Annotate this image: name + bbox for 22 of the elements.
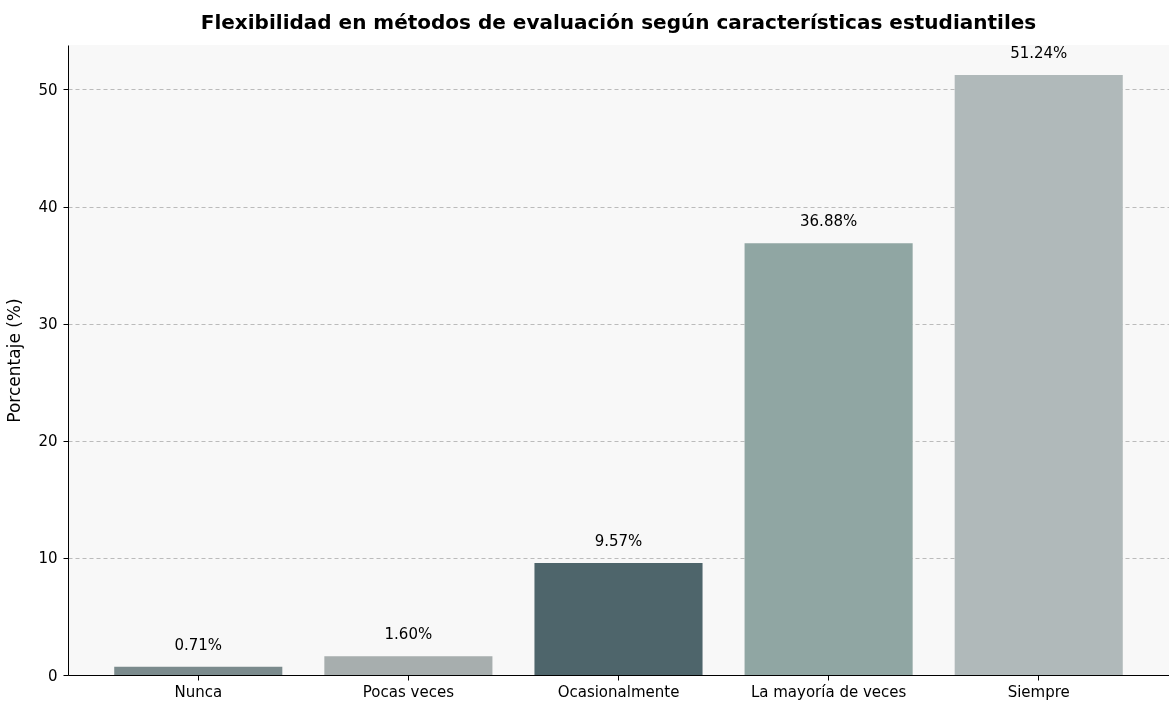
chart-title: Flexibilidad en métodos de evaluación según características estudiantiles <box>200 10 1037 34</box>
bar <box>744 243 913 675</box>
x-tick-label: La mayoría de veces <box>750 682 907 701</box>
y-tick-label: 10 <box>38 549 58 568</box>
data-label: 36.88% <box>800 212 858 231</box>
data-label: 0.71% <box>174 635 223 654</box>
y-tick-label: 50 <box>38 81 58 99</box>
y-tick-label: 0 <box>47 666 58 685</box>
data-label: 9.57% <box>594 531 643 550</box>
y-axis-title: Porcentaje (%) <box>4 298 25 423</box>
y-tick-label: 30 <box>38 315 58 334</box>
bar <box>534 562 703 675</box>
bar <box>324 656 493 675</box>
bar <box>114 666 283 675</box>
data-label: 1.60% <box>384 625 433 644</box>
data-label: 51.24% <box>1010 43 1068 62</box>
y-tick-label: 40 <box>38 198 58 217</box>
x-tick-label: Nunca <box>174 682 223 701</box>
y-tick-label: 20 <box>38 432 58 451</box>
x-tick-label: Ocasionalmente <box>557 682 680 701</box>
x-tick-label: Siempre <box>1007 682 1070 701</box>
x-tick-label: Pocas veces <box>362 682 455 701</box>
